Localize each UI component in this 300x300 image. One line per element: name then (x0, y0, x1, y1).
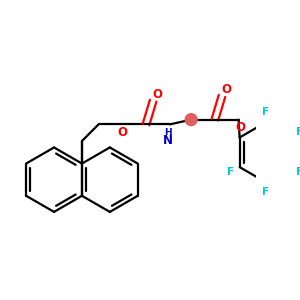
Text: H: H (164, 128, 172, 137)
Circle shape (185, 114, 197, 126)
Text: O: O (235, 121, 245, 134)
Text: O: O (221, 83, 231, 97)
Text: O: O (117, 125, 127, 139)
Text: F: F (227, 167, 234, 177)
Text: F: F (296, 128, 300, 137)
Text: F: F (262, 187, 269, 197)
Text: F: F (296, 167, 300, 177)
Text: F: F (262, 107, 269, 117)
Text: N: N (163, 134, 173, 147)
Text: O: O (152, 88, 162, 101)
